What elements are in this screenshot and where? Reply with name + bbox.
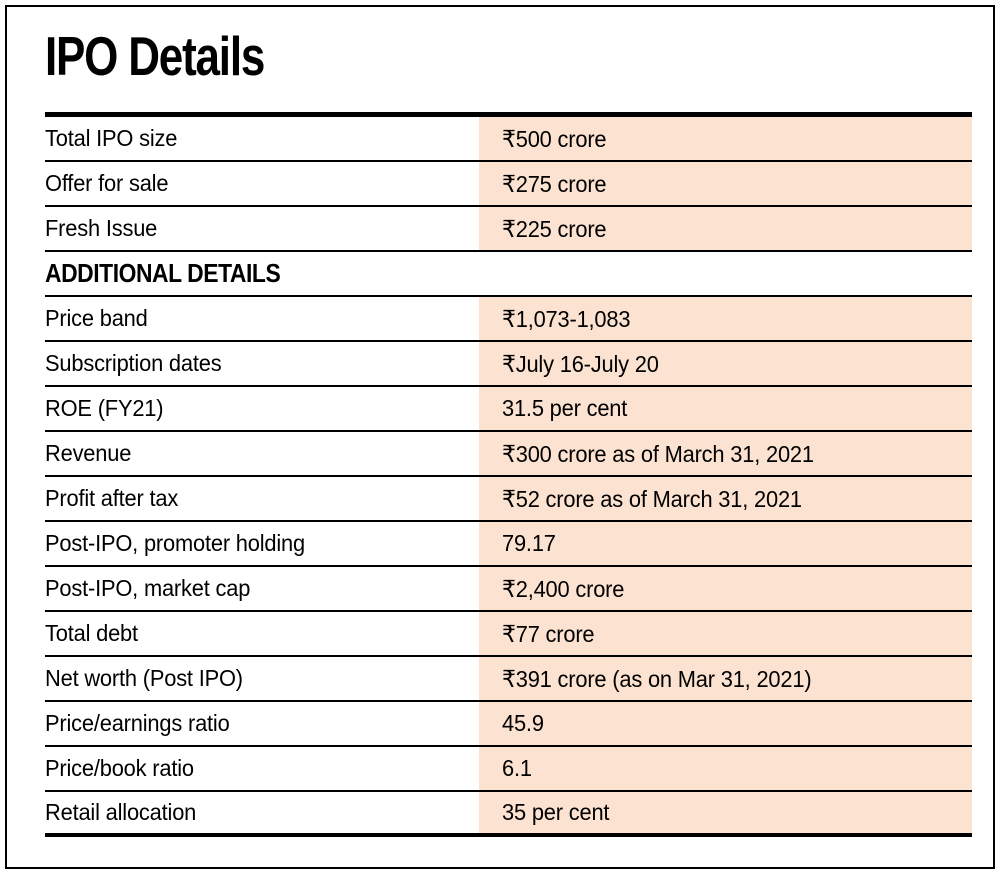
row-value: 31.5 per cent [479,387,972,430]
row-value: ₹391 crore (as on Mar 31, 2021) [479,657,972,700]
row-label: Revenue [45,432,479,475]
section-header-text: ADDITIONAL DETAILS [45,258,281,288]
row-label: Price band [45,297,479,340]
row-value: ₹500 crore [479,117,972,160]
row-label-text: Price/book ratio [45,755,194,781]
ipo-table: Total IPO size ₹500 crore Offer for sale… [45,112,972,837]
row-value-text: 79.17 [502,530,556,556]
row-value-text: 45.9 [502,710,544,736]
table-row: Revenue ₹300 crore as of March 31, 2021 [45,432,972,477]
row-value: ₹52 crore as of March 31, 2021 [479,477,972,520]
row-label-text: Price/earnings ratio [45,710,230,736]
table-row: ROE (FY21) 31.5 per cent [45,387,972,432]
row-label: Net worth (Post IPO) [45,657,479,700]
row-value-text: ₹225 crore [502,215,607,242]
row-label-text: Subscription dates [45,350,222,376]
row-label-text: Fresh Issue [45,215,158,241]
table-row: Profit after tax ₹52 crore as of March 3… [45,477,972,522]
row-label-text: Price band [45,305,148,331]
row-label-text: Total IPO size [45,125,178,151]
row-label: Total IPO size [45,117,479,160]
row-value-text: ₹52 crore as of March 31, 2021 [502,485,802,512]
row-value: 79.17 [479,522,972,565]
table-row: Post-IPO, promoter holding 79.17 [45,522,972,567]
section-header: ADDITIONAL DETAILS [45,252,972,297]
row-value: ₹225 crore [479,207,972,250]
table-row: Total debt ₹77 crore [45,612,972,657]
table-row: Price band ₹1,073-1,083 [45,297,972,342]
row-value-text: ₹July 16-July 20 [502,350,659,377]
table-row: Post-IPO, market cap ₹2,400 crore [45,567,972,612]
row-label: ROE (FY21) [45,387,479,430]
row-label: Retail allocation [45,792,479,833]
row-label: Post-IPO, promoter holding [45,522,479,565]
table-row: Offer for sale ₹275 crore [45,162,972,207]
row-value-text: 31.5 per cent [502,395,628,421]
row-label-text: Profit after tax [45,485,179,511]
row-value: 6.1 [479,747,972,790]
row-value-text: 6.1 [502,755,532,781]
page-title: IPO Details [45,29,265,84]
row-label-text: Post-IPO, market cap [45,575,251,601]
row-value-text: ₹391 crore (as on Mar 31, 2021) [502,665,812,692]
row-value: ₹275 crore [479,162,972,205]
row-value: ₹1,073-1,083 [479,297,972,340]
table-row: Price/earnings ratio 45.9 [45,702,972,747]
row-label-text: Revenue [45,440,132,466]
row-value-text: ₹275 crore [502,170,607,197]
page-title-text: IPO Details [45,25,265,87]
table-row: Retail allocation 35 per cent [45,792,972,837]
row-label: Subscription dates [45,342,479,385]
row-label: Fresh Issue [45,207,479,250]
row-value: ₹77 crore [479,612,972,655]
row-label-text: Net worth (Post IPO) [45,665,243,691]
row-value-text: ₹500 crore [502,125,607,152]
row-value: ₹2,400 crore [479,567,972,610]
row-value-text: ₹77 crore [502,620,595,647]
row-label-text: Retail allocation [45,799,197,825]
row-label-text: Post-IPO, promoter holding [45,530,305,556]
row-value: ₹July 16-July 20 [479,342,972,385]
table-row: Fresh Issue ₹225 crore [45,207,972,252]
row-label: Price/earnings ratio [45,702,479,745]
row-value-text: 35 per cent [502,799,610,825]
row-value-text: ₹2,400 crore [502,575,625,602]
row-label: Price/book ratio [45,747,479,790]
row-label: Post-IPO, market cap [45,567,479,610]
row-value: 35 per cent [479,792,972,833]
row-value-text: ₹300 crore as of March 31, 2021 [502,440,814,467]
row-label-text: Total debt [45,620,138,646]
row-label-text: ROE (FY21) [45,395,164,421]
row-label: Offer for sale [45,162,479,205]
row-label: Profit after tax [45,477,479,520]
row-value: 45.9 [479,702,972,745]
row-value: ₹300 crore as of March 31, 2021 [479,432,972,475]
table-row: Subscription dates ₹July 16-July 20 [45,342,972,387]
row-value-text: ₹1,073-1,083 [502,305,631,332]
table-row: Total IPO size ₹500 crore [45,117,972,162]
row-label: Total debt [45,612,479,655]
table-row: Price/book ratio 6.1 [45,747,972,792]
row-label-text: Offer for sale [45,170,169,196]
table-row: Net worth (Post IPO) ₹391 crore (as on M… [45,657,972,702]
page-frame: IPO Details Total IPO size ₹500 crore Of… [5,5,995,869]
